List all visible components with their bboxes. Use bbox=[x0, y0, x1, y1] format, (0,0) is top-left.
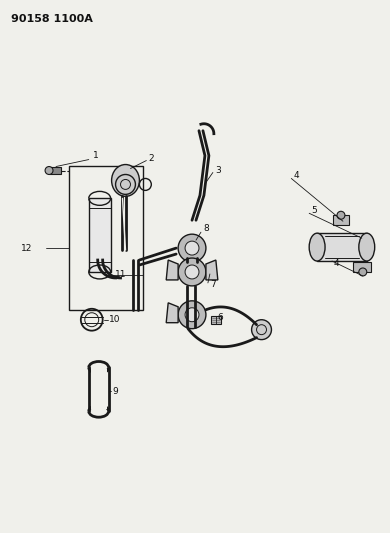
Circle shape bbox=[359, 268, 367, 276]
Text: 8: 8 bbox=[203, 224, 209, 233]
Bar bbox=[89, 198, 111, 272]
Polygon shape bbox=[206, 260, 218, 280]
Circle shape bbox=[178, 301, 206, 329]
Bar bbox=[333, 215, 349, 225]
Ellipse shape bbox=[359, 233, 375, 261]
Circle shape bbox=[252, 320, 271, 340]
Text: 7: 7 bbox=[210, 280, 216, 289]
Circle shape bbox=[185, 308, 199, 322]
Circle shape bbox=[178, 234, 206, 262]
Text: 10: 10 bbox=[109, 315, 120, 324]
Text: 4: 4 bbox=[293, 171, 299, 180]
Text: 2: 2 bbox=[148, 154, 154, 163]
Text: 6: 6 bbox=[218, 313, 223, 322]
Text: 11: 11 bbox=[115, 270, 126, 279]
Ellipse shape bbox=[112, 165, 139, 196]
Text: 3: 3 bbox=[215, 166, 221, 175]
Bar bbox=[91, 369, 106, 409]
Circle shape bbox=[185, 241, 199, 255]
Bar bbox=[69, 166, 144, 310]
Text: 90158 1100A: 90158 1100A bbox=[11, 14, 93, 25]
Polygon shape bbox=[166, 303, 178, 322]
Text: 5: 5 bbox=[311, 206, 317, 215]
Bar bbox=[353, 262, 371, 272]
Circle shape bbox=[337, 211, 345, 219]
Circle shape bbox=[45, 166, 53, 174]
Circle shape bbox=[185, 265, 199, 279]
Circle shape bbox=[178, 258, 206, 286]
Text: 12: 12 bbox=[21, 244, 32, 253]
Bar bbox=[317, 233, 367, 261]
Text: 1: 1 bbox=[93, 151, 99, 160]
Bar bbox=[211, 316, 221, 324]
Polygon shape bbox=[166, 260, 178, 280]
Ellipse shape bbox=[309, 233, 325, 261]
Text: 4: 4 bbox=[334, 259, 340, 268]
Bar bbox=[49, 166, 61, 174]
Text: 9: 9 bbox=[113, 387, 118, 396]
